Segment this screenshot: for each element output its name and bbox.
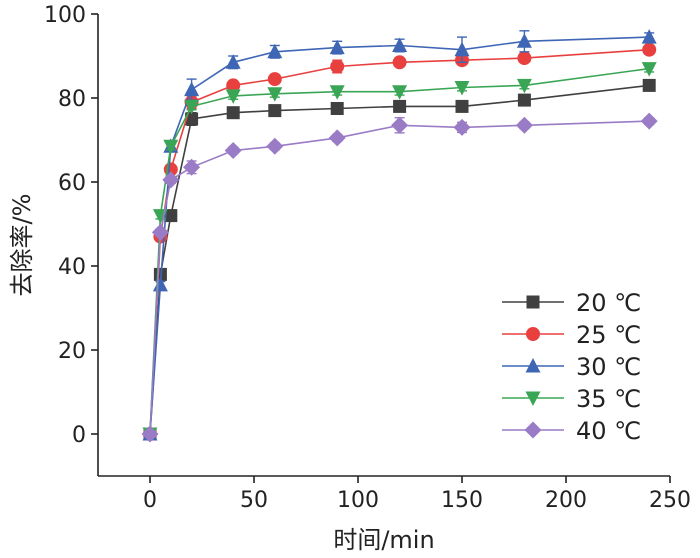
data-point	[266, 138, 283, 155]
data-point	[393, 55, 407, 69]
data-point	[225, 142, 242, 159]
data-point	[227, 106, 240, 119]
y-tick-label: 0	[72, 423, 86, 448]
legend-marker	[526, 327, 540, 341]
data-point	[184, 82, 199, 97]
x-tick-label: 250	[649, 488, 691, 513]
x-tick-label: 50	[240, 488, 268, 513]
legend-label: 40 ℃	[576, 417, 641, 445]
legend-item-4: 40 ℃	[502, 417, 641, 445]
data-point	[268, 104, 281, 117]
y-tick-label: 80	[58, 87, 86, 112]
data-point	[329, 129, 346, 146]
legend-item-3: 35 ℃	[502, 385, 641, 413]
x-tick-label: 0	[143, 488, 157, 513]
data-point	[642, 43, 656, 57]
series-line	[150, 121, 649, 434]
y-tick-label: 100	[44, 3, 86, 28]
data-point	[516, 117, 533, 134]
data-point	[641, 113, 658, 130]
legend: 20 ℃ 25 ℃ 30 ℃ 35 ℃ 40 ℃	[502, 289, 641, 445]
y-axis-title: 去除率/%	[8, 194, 36, 297]
legend-label: 20 ℃	[576, 289, 641, 317]
legend-marker	[527, 296, 540, 309]
x-tick-label: 150	[441, 488, 483, 513]
legend-label: 25 ℃	[576, 321, 641, 349]
data-point	[454, 119, 471, 136]
x-axis-title: 时间/min	[333, 526, 434, 554]
data-point	[456, 100, 469, 113]
data-point	[642, 29, 657, 43]
temperature-removal-chart: 0 50 100 150 200 250 0 20 40 60 80 100 20 ℃ 25 ℃ 30 ℃…	[0, 0, 700, 558]
legend-item-1: 25 ℃	[502, 321, 641, 349]
legend-item-2: 30 ℃	[502, 353, 641, 381]
y-tick-label: 20	[58, 339, 86, 364]
legend-item-0: 20 ℃	[502, 289, 641, 317]
series-line	[150, 85, 649, 434]
data-point	[330, 60, 344, 74]
data-point	[392, 38, 407, 53]
data-point	[393, 100, 406, 113]
legend-label: 30 ℃	[576, 353, 641, 381]
data-point	[184, 100, 199, 115]
y-tick-label: 40	[58, 255, 86, 280]
data-point	[268, 72, 282, 86]
data-point	[331, 102, 344, 115]
x-tick-label: 100	[337, 488, 379, 513]
legend-label: 35 ℃	[576, 385, 641, 413]
legend-marker	[525, 422, 542, 439]
data-point	[391, 117, 408, 134]
y-tick-label: 60	[58, 171, 86, 196]
data-point	[643, 79, 656, 92]
x-tick-label: 200	[545, 488, 587, 513]
data-point	[517, 51, 531, 65]
data-point	[518, 94, 531, 107]
data-point	[183, 159, 200, 176]
